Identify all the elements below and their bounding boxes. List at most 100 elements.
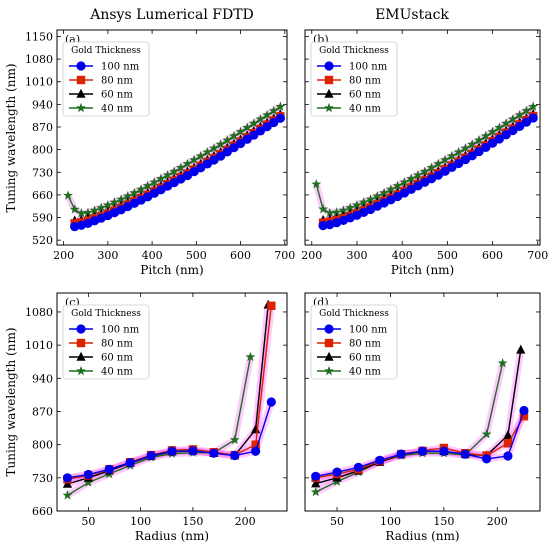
data-point-circle bbox=[528, 113, 538, 123]
data-point-circle bbox=[242, 134, 252, 144]
x-tick-label: 100 bbox=[380, 515, 401, 528]
legend-entry: 80 nm bbox=[349, 339, 381, 350]
legend-entry: 40 nm bbox=[349, 367, 381, 378]
y-tick-label: 1150 bbox=[25, 30, 53, 43]
data-point-star bbox=[202, 147, 213, 157]
data-point-circle bbox=[230, 450, 240, 461]
data-point-star bbox=[189, 154, 200, 165]
legend-marker-triangle bbox=[324, 351, 334, 361]
legend-marker-star bbox=[324, 102, 334, 113]
y-tick-label: 800 bbox=[32, 439, 53, 452]
data-point-star bbox=[474, 135, 484, 145]
data-point-circle bbox=[440, 166, 450, 176]
data-point-star bbox=[338, 205, 349, 215]
data-point-circle bbox=[222, 147, 232, 157]
data-point-circle bbox=[209, 155, 219, 165]
data-point-star bbox=[467, 139, 478, 149]
legend: Gold Thickness 100 nm 80 nm 60 nm 40 nm bbox=[310, 41, 398, 117]
y-tick-label: 660 bbox=[32, 189, 53, 202]
data-point-star bbox=[352, 200, 362, 210]
data-point-circle bbox=[104, 464, 114, 474]
data-point-star bbox=[501, 118, 512, 128]
legend-marker-circle bbox=[324, 324, 334, 334]
data-point-circle bbox=[332, 467, 342, 477]
y-tick-label: 1010 bbox=[25, 339, 53, 352]
column-title-left: Ansys Lumerical FDTD bbox=[89, 7, 254, 23]
data-point-circle bbox=[202, 159, 212, 169]
legend-entry: 80 nm bbox=[101, 339, 133, 350]
data-point-star bbox=[385, 184, 396, 194]
data-point-circle bbox=[182, 170, 193, 181]
y-tick-label: 1080 bbox=[25, 53, 53, 66]
legend-title: Gold Thickness bbox=[319, 309, 389, 319]
series-40-nm bbox=[63, 101, 286, 218]
data-point-circle bbox=[481, 142, 491, 152]
data-point-circle bbox=[399, 188, 410, 198]
data-point-star bbox=[69, 204, 80, 214]
data-point-circle bbox=[275, 113, 285, 123]
y-tick-label: 870 bbox=[32, 405, 53, 418]
data-point-circle bbox=[62, 473, 73, 483]
data-point-circle bbox=[396, 449, 406, 459]
data-point-triangle bbox=[503, 429, 513, 439]
series-40-nm bbox=[311, 101, 539, 218]
data-point-star bbox=[235, 126, 246, 137]
data-point-star bbox=[62, 490, 73, 500]
data-point-circle bbox=[249, 130, 259, 140]
legend-marker-triangle bbox=[324, 88, 334, 98]
data-point-circle bbox=[255, 126, 266, 136]
legend-entry: 100 nm bbox=[101, 325, 140, 336]
data-point-circle bbox=[460, 449, 470, 459]
data-point-star bbox=[268, 105, 279, 116]
x-tick-label: 300 bbox=[346, 249, 367, 262]
legend-marker-square bbox=[76, 338, 86, 348]
legend-entry: 60 nm bbox=[349, 353, 381, 364]
data-point-star bbox=[248, 118, 259, 128]
data-point-star bbox=[358, 197, 369, 207]
data-point-star bbox=[129, 187, 140, 198]
data-point-circle bbox=[311, 471, 321, 482]
x-axis-label: Pitch (nm) bbox=[140, 263, 203, 277]
x-tick-label: 150 bbox=[433, 515, 454, 528]
y-tick-label: 1080 bbox=[25, 306, 53, 319]
legend-marker-square bbox=[76, 75, 86, 85]
data-point-star bbox=[440, 154, 451, 165]
legend-entry: 100 nm bbox=[349, 62, 388, 73]
data-point-star bbox=[481, 429, 492, 439]
legend-title: Gold Thickness bbox=[319, 46, 389, 56]
data-point-star bbox=[413, 169, 423, 180]
data-point-square bbox=[251, 440, 260, 449]
data-point-star bbox=[497, 357, 508, 368]
x-tick-label: 500 bbox=[437, 249, 458, 262]
series-line bbox=[315, 362, 504, 493]
legend-entry: 40 nm bbox=[349, 104, 381, 115]
x-tick-label: 700 bbox=[274, 249, 295, 262]
data-point-star bbox=[142, 180, 153, 191]
data-point-star bbox=[528, 101, 539, 111]
legend-marker-circle bbox=[324, 61, 334, 71]
data-point-star bbox=[310, 486, 321, 497]
data-point-star bbox=[109, 197, 120, 207]
data-point-circle bbox=[501, 130, 511, 140]
data-point-circle bbox=[375, 455, 385, 465]
data-point-square bbox=[503, 439, 513, 448]
data-point-star bbox=[89, 205, 100, 215]
legend-entry: 40 nm bbox=[101, 367, 133, 378]
data-point-star bbox=[521, 105, 532, 116]
series-100-nm bbox=[318, 113, 538, 231]
data-point-star bbox=[460, 143, 471, 153]
data-point-circle bbox=[420, 177, 430, 187]
data-point-circle bbox=[413, 181, 423, 191]
chart-panels: 520 590 660 730 800 870 940 1010 1080 1150 200 300 4… bbox=[4, 29, 548, 543]
data-point-star bbox=[182, 158, 193, 169]
data-point-circle bbox=[229, 143, 239, 153]
series-100-nm bbox=[62, 397, 276, 483]
data-point-star bbox=[116, 194, 127, 204]
data-point-star bbox=[446, 150, 457, 161]
data-point-star bbox=[392, 180, 403, 191]
legend-title: Gold Thickness bbox=[71, 309, 141, 319]
data-point-star bbox=[507, 114, 518, 124]
data-point-circle bbox=[521, 117, 532, 127]
data-point-star bbox=[215, 139, 226, 149]
y-tick-label: 940 bbox=[32, 372, 53, 385]
